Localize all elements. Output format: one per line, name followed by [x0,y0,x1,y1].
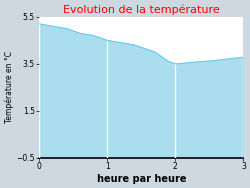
Title: Evolution de la température: Evolution de la température [63,4,220,15]
Y-axis label: Température en °C: Température en °C [4,51,14,123]
X-axis label: heure par heure: heure par heure [96,174,186,184]
